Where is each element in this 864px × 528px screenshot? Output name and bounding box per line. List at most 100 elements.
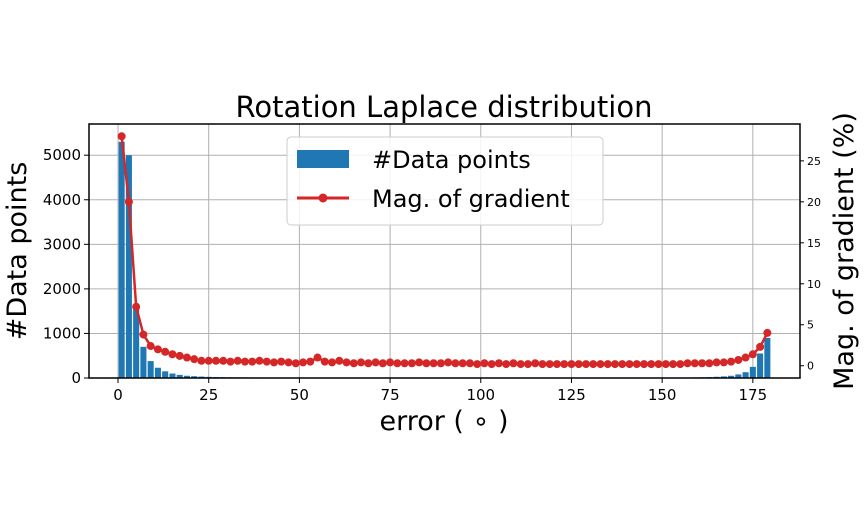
- right-axis-ticks: 0 5 10 15 20 25: [800, 155, 821, 373]
- x-tick-label: 125: [557, 386, 586, 404]
- gradient-point: [284, 358, 293, 367]
- gradient-point: [552, 360, 561, 369]
- gradient-point: [531, 359, 540, 368]
- gradient-point: [567, 360, 576, 369]
- legend-box: [286, 136, 604, 226]
- gradient-point: [719, 358, 728, 367]
- x-axis-title: error ( ∘ ): [379, 406, 508, 437]
- gradient-point: [124, 197, 133, 206]
- gradient-point: [683, 359, 692, 368]
- gradient-point: [357, 358, 366, 367]
- gradient-point: [175, 351, 184, 360]
- gradient-point: [574, 360, 583, 369]
- right-tick-label: 25: [807, 155, 821, 168]
- gradient-point: [168, 350, 177, 359]
- right-tick-label: 0: [807, 360, 814, 373]
- gradient-point: [415, 358, 424, 367]
- gradient-point: [647, 360, 656, 369]
- gradient-point: [422, 359, 431, 368]
- gradient-point: [226, 357, 235, 366]
- gradient-point: [748, 350, 757, 359]
- gradient-point: [233, 356, 242, 365]
- bar: [764, 337, 771, 378]
- gradient-point: [117, 132, 126, 141]
- bar: [133, 306, 140, 378]
- plot-frame: [88, 123, 801, 379]
- gradient-point: [277, 357, 286, 366]
- gradient-point: [560, 360, 569, 369]
- gradient-point: [509, 359, 518, 368]
- gradient-point: [494, 359, 503, 368]
- right-tick-label: 5: [807, 319, 814, 332]
- gradient-point: [603, 360, 612, 369]
- right-axis-title: Mag. of gradient (%): [829, 112, 860, 390]
- bar: [147, 361, 154, 378]
- gradient-point: [654, 360, 663, 369]
- gradient-point: [139, 330, 148, 339]
- gradient-point: [161, 347, 170, 356]
- gradient-point: [516, 360, 525, 369]
- gradient-point: [211, 356, 220, 365]
- x-tick-label: 0: [113, 386, 123, 404]
- gradient-point: [270, 358, 279, 367]
- bar: [140, 346, 147, 378]
- gradient-point: [444, 358, 453, 367]
- x-tick-label: 75: [381, 386, 400, 404]
- bar: [728, 375, 735, 378]
- x-tick-label: 100: [466, 386, 495, 404]
- gradient-point: [182, 353, 191, 362]
- gradient-point: [596, 360, 605, 369]
- gradient-point: [705, 359, 714, 368]
- bar: [162, 371, 169, 378]
- gradient-point: [306, 357, 315, 366]
- gradient-point: [262, 357, 271, 366]
- bar: [169, 373, 176, 378]
- gradient-point: [299, 358, 308, 367]
- left-tick-label: 3000: [43, 235, 81, 253]
- gradient-point: [349, 359, 358, 368]
- bar: [757, 353, 764, 378]
- gradient-point: [197, 356, 206, 365]
- gradient-point: [632, 360, 641, 369]
- gradient-point: [364, 359, 373, 368]
- left-axis-title: #Data points: [2, 162, 33, 341]
- gradient-point: [436, 359, 445, 368]
- x-tick-label: 175: [739, 386, 768, 404]
- gradient-point: [146, 342, 155, 351]
- gradient-point: [545, 360, 554, 369]
- chart-title: Rotation Laplace distribution: [236, 90, 653, 124]
- legend-label-bars: #Data points: [372, 146, 531, 174]
- gradient-point: [610, 360, 619, 369]
- left-tick-label: 1000: [43, 324, 81, 342]
- gradient-point: [291, 359, 300, 368]
- bar: [154, 367, 161, 378]
- bar: [183, 375, 190, 378]
- gradient-point: [480, 359, 489, 368]
- gradient-point: [458, 359, 467, 368]
- bar: [720, 376, 727, 378]
- gradient-point: [581, 360, 590, 369]
- x-axis-ticks: 0 25 50 75 100 125 150 175: [113, 378, 767, 404]
- gradient-point: [487, 360, 496, 369]
- gradient-point: [698, 359, 707, 368]
- gradient-point: [378, 359, 387, 368]
- left-axis-ticks: 0 1000 2000 3000 4000 5000: [43, 146, 89, 387]
- gradient-point: [132, 302, 141, 311]
- gradient-point: [538, 360, 547, 369]
- gradient-point: [153, 345, 162, 354]
- gradient-point: [240, 357, 249, 366]
- gradient-point: [756, 342, 765, 351]
- gradient-point: [712, 358, 721, 367]
- gradient-point: [589, 360, 598, 369]
- gradient-point: [734, 355, 743, 364]
- left-tick-label: 5000: [43, 146, 81, 164]
- x-tick-label: 25: [199, 386, 218, 404]
- gradient-point: [473, 360, 482, 369]
- legend-label-line: Mag. of gradient: [372, 185, 570, 213]
- legend-line-marker: [318, 193, 328, 203]
- gradient-point: [727, 357, 736, 366]
- gradient-point: [400, 359, 409, 368]
- gradient-point: [393, 359, 402, 368]
- legend-bar-swatch: [297, 150, 349, 168]
